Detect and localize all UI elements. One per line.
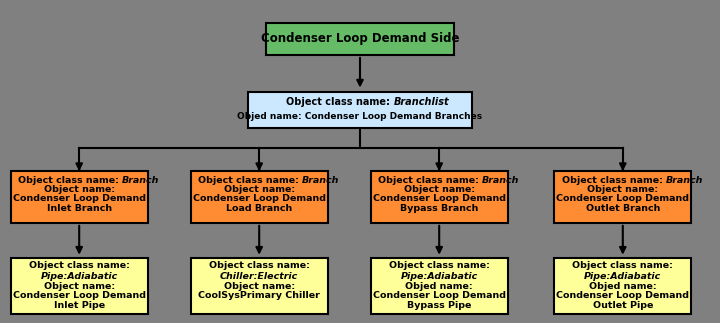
Text: Branch: Branch <box>666 176 703 185</box>
Text: Inlet Pipe: Inlet Pipe <box>53 301 105 310</box>
Text: Object name:: Object name: <box>224 185 294 194</box>
Text: Outlet Branch: Outlet Branch <box>585 203 660 213</box>
Text: Objed name: Condenser Loop Demand Branches: Objed name: Condenser Loop Demand Branch… <box>238 112 482 121</box>
Text: Object name:: Object name: <box>224 282 294 290</box>
Text: Object name:: Object name: <box>44 185 114 194</box>
Text: Object name:: Object name: <box>44 282 114 290</box>
Text: Object name:: Object name: <box>404 185 474 194</box>
Bar <box>371 171 508 223</box>
Text: Object class name:: Object class name: <box>286 97 393 107</box>
Text: Condenser Loop Demand: Condenser Loop Demand <box>13 291 145 300</box>
Text: Bypass Branch: Bypass Branch <box>400 203 478 213</box>
Bar <box>371 258 508 314</box>
Text: Object class name:: Object class name: <box>389 261 490 270</box>
Text: Inlet Branch: Inlet Branch <box>47 203 112 213</box>
Bar <box>191 171 328 223</box>
Text: Object class name:: Object class name: <box>18 176 122 185</box>
Text: Condenser Loop Demand Side: Condenser Loop Demand Side <box>261 32 459 45</box>
Text: Object class name:: Object class name: <box>572 261 673 270</box>
Text: Branch: Branch <box>122 176 160 185</box>
Text: Branch: Branch <box>302 176 340 185</box>
Text: Pipe:Adiabatic: Pipe:Adiabatic <box>400 272 478 281</box>
Text: Object class name:: Object class name: <box>562 176 666 185</box>
Text: Objed name:: Objed name: <box>589 282 657 290</box>
Text: Object class name:: Object class name: <box>378 176 482 185</box>
Text: Object name:: Object name: <box>588 185 658 194</box>
Text: Chiller:Electric: Chiller:Electric <box>220 272 298 281</box>
Text: Condenser Loop Demand: Condenser Loop Demand <box>557 194 689 203</box>
Text: Condenser Loop Demand: Condenser Loop Demand <box>373 291 505 300</box>
Bar <box>11 171 148 223</box>
Text: Object class name:: Object class name: <box>29 261 130 270</box>
Text: Outlet Pipe: Outlet Pipe <box>593 301 653 310</box>
Text: Bypass Pipe: Bypass Pipe <box>407 301 472 310</box>
Text: Branch: Branch <box>482 176 520 185</box>
Text: Condenser Loop Demand: Condenser Loop Demand <box>193 194 325 203</box>
Text: Condenser Loop Demand: Condenser Loop Demand <box>13 194 145 203</box>
Text: Object class name:: Object class name: <box>209 261 310 270</box>
Text: Load Branch: Load Branch <box>226 203 292 213</box>
Text: Objed name:: Objed name: <box>405 282 473 290</box>
Text: Condenser Loop Demand: Condenser Loop Demand <box>373 194 505 203</box>
Bar <box>248 92 472 128</box>
Bar <box>266 23 454 55</box>
Bar <box>11 258 148 314</box>
Text: Pipe:Adiabatic: Pipe:Adiabatic <box>40 272 118 281</box>
Text: Branchlist: Branchlist <box>393 97 449 107</box>
Text: Pipe:Adiabatic: Pipe:Adiabatic <box>584 272 662 281</box>
Bar <box>554 258 691 314</box>
Text: Object class name:: Object class name: <box>198 176 302 185</box>
Text: CoolSysPrimary Chiller: CoolSysPrimary Chiller <box>198 291 320 300</box>
Text: Condenser Loop Demand: Condenser Loop Demand <box>557 291 689 300</box>
Bar <box>191 258 328 314</box>
Bar <box>554 171 691 223</box>
